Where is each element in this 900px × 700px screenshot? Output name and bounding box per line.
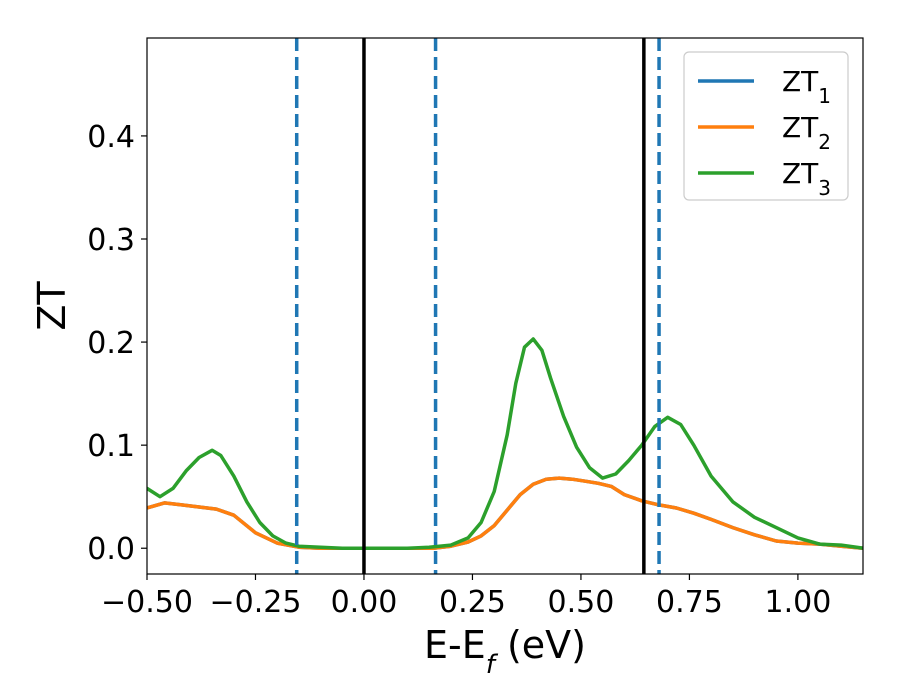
x-tick-label: 1.00 [765, 585, 832, 620]
series-line-3 [147, 337, 863, 550]
tick-group: −0.50 −0.25 0.00 0.25 0.50 0.75 1.00 0.0 0.1 0.2 0… [87, 120, 831, 620]
x-tick-label: 0.25 [439, 585, 506, 620]
y-tick-label: 0.1 [87, 429, 135, 464]
y-tick-label: 0.0 [87, 532, 135, 567]
legend-box [683, 51, 849, 201]
x-tick-label: −0.25 [210, 585, 302, 620]
x-tick-label: −0.50 [101, 585, 193, 620]
legend-label-2: ZT2 [782, 111, 831, 154]
legend-label-3: ZT3 [782, 157, 831, 200]
plot-area [147, 38, 863, 574]
x-tick-label: 0.00 [331, 585, 398, 620]
legend-label-1: ZT1 [782, 65, 831, 108]
y-tick-label: 0.4 [87, 120, 135, 155]
y-axis-label: ZT [30, 281, 74, 331]
y-tick-label: 0.3 [87, 223, 135, 258]
series-line-2 [147, 476, 863, 550]
x-tick-label: 0.75 [656, 585, 723, 620]
y-tick-label: 0.2 [87, 326, 135, 361]
x-tick-label: 0.50 [548, 585, 615, 620]
axes-frame [146, 37, 864, 575]
x-axis-label: E-Ef (eV) [424, 623, 586, 680]
